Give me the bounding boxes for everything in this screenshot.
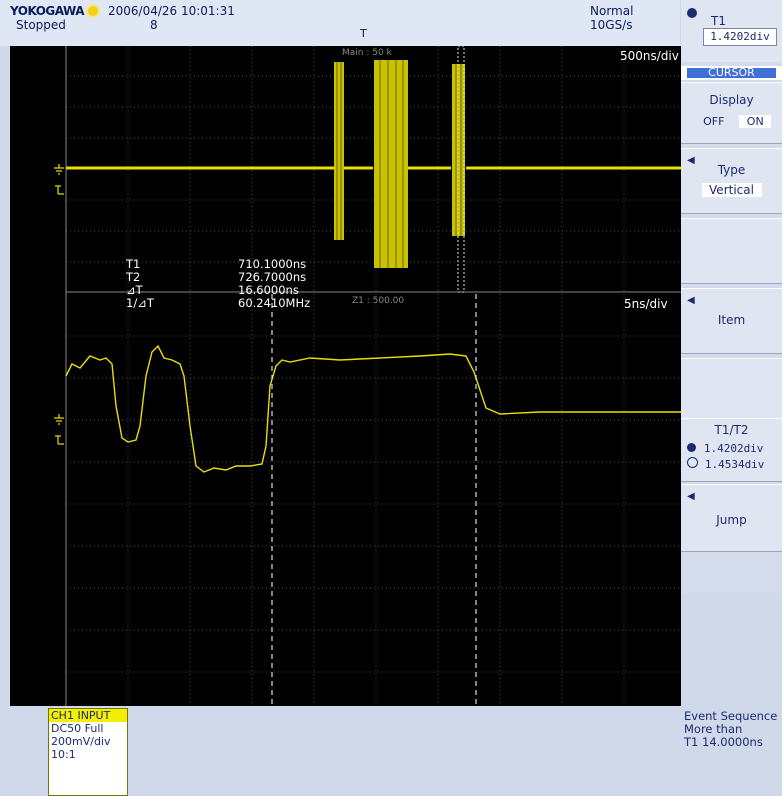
- measurement-name: T1: [126, 257, 141, 271]
- measurement-value: 16.6000ns: [238, 283, 299, 297]
- measurement-row: 1/⊿T 60.2410MHz: [126, 297, 310, 310]
- acquisition-count: 8: [150, 18, 158, 32]
- caret-left-icon: ◀: [687, 155, 695, 166]
- type-label: Type: [717, 163, 746, 177]
- t1t2-label: T1/T2: [714, 423, 749, 437]
- empty-softkey-2[interactable]: [681, 358, 782, 420]
- trigger-mode: Normal: [590, 4, 634, 18]
- zoom-window-label: Z1 : 500.00: [352, 296, 405, 306]
- brand-logo: YOKOGAWA: [10, 4, 85, 18]
- cursor-menu-header: CURSOR: [681, 66, 782, 80]
- display-off-option[interactable]: OFF: [703, 115, 725, 128]
- measurement-value: 710.1000ns: [238, 257, 307, 271]
- empty-softkey-1[interactable]: [681, 218, 782, 284]
- type-softkey[interactable]: ◀ Type Vertical: [681, 148, 782, 214]
- caret-left-icon: ◀: [687, 491, 695, 502]
- channel-title: CH1 INPUT: [49, 709, 127, 722]
- status-bar: YOKOGAWA 2006/04/26 10:01:31 Stopped 8 T…: [0, 0, 680, 46]
- trigger-info-line1: Event Sequence: [684, 709, 778, 723]
- zoom-ground-marker-icon: [54, 414, 64, 425]
- run-status: Stopped: [16, 18, 66, 32]
- measurement-name: 1/⊿T: [126, 296, 154, 310]
- jog-knob-icon: [687, 8, 697, 18]
- zoom-trigger-level-icon: [55, 435, 64, 445]
- softkey-panel: T1 1.4202div CURSOR Display OFF ON ◀ Typ…: [681, 0, 782, 594]
- trigger-position-icon: T: [360, 27, 367, 40]
- t1-div-value: 1.4202div: [703, 442, 764, 455]
- trigger-info: Event Sequence More than T1 14.0000ns: [684, 710, 777, 749]
- zoom-region-indicator[interactable]: [457, 46, 465, 293]
- measurement-row: T1 710.1000ns: [126, 258, 310, 271]
- measurement-row: ⊿T 16.6000ns: [126, 284, 310, 297]
- channel-probe: 10:1: [51, 748, 76, 761]
- t2-radio-icon[interactable]: [687, 457, 698, 468]
- main-window-label: Main : 50 k: [342, 48, 392, 58]
- t1t2-softkey[interactable]: T1/T2 1.4202div 1.4534div: [681, 418, 782, 482]
- cursor-title-bar: [687, 68, 776, 78]
- measurement-name: ⊿T: [126, 283, 143, 297]
- type-value: Vertical: [701, 183, 762, 197]
- main-ground-marker-icon: [54, 164, 64, 175]
- main-trigger-level-icon: [55, 185, 64, 195]
- t1-label: T1: [711, 14, 726, 28]
- sample-rate: 10GS/s: [590, 18, 633, 32]
- jump-label: Jump: [716, 513, 747, 527]
- main-waveform: [66, 60, 681, 268]
- acquisition-indicator-icon: [88, 6, 98, 16]
- channel-scale: 200mV/div: [51, 735, 111, 748]
- waveform-display[interactable]: [0, 46, 681, 706]
- item-softkey[interactable]: ◀ Item: [681, 288, 782, 354]
- t1-readout: T1 1.4202div: [681, 0, 782, 62]
- jump-softkey[interactable]: ◀ Jump: [681, 484, 782, 552]
- t1-selected-radio-icon[interactable]: [687, 443, 696, 452]
- display-label: Display: [709, 93, 754, 107]
- datetime: 2006/04/26 10:01:31: [108, 4, 235, 18]
- display-softkey[interactable]: Display OFF ON: [681, 82, 782, 144]
- caret-left-icon: ◀: [687, 295, 695, 306]
- measurement-value: 726.7000ns: [238, 270, 307, 284]
- t1-value-field[interactable]: 1.4202div: [703, 28, 777, 46]
- trigger-info-line2: More than: [684, 722, 743, 736]
- measurement-value: 60.2410MHz: [238, 296, 311, 310]
- cursor-menu-title: CURSOR: [708, 66, 755, 79]
- zoom-timebase: 5ns/div: [624, 297, 668, 311]
- channel-info-box[interactable]: CH1 INPUT DC50 Full 200mV/div 10:1: [48, 708, 128, 796]
- channel-coupling: DC50 Full: [51, 722, 104, 735]
- t2-div-value: 1.4534div: [704, 458, 765, 471]
- measurement-table: T1 710.1000ns T2 726.7000ns ⊿T 16.6000ns 1/…: [126, 258, 310, 310]
- display-on-option[interactable]: ON: [739, 115, 772, 128]
- item-label: Item: [717, 313, 746, 327]
- trigger-info-line3: T1 14.0000ns: [684, 735, 763, 749]
- measurement-row: T2 726.7000ns: [126, 271, 310, 284]
- main-timebase: 500ns/div: [620, 49, 679, 63]
- measurement-name: T2: [126, 270, 141, 284]
